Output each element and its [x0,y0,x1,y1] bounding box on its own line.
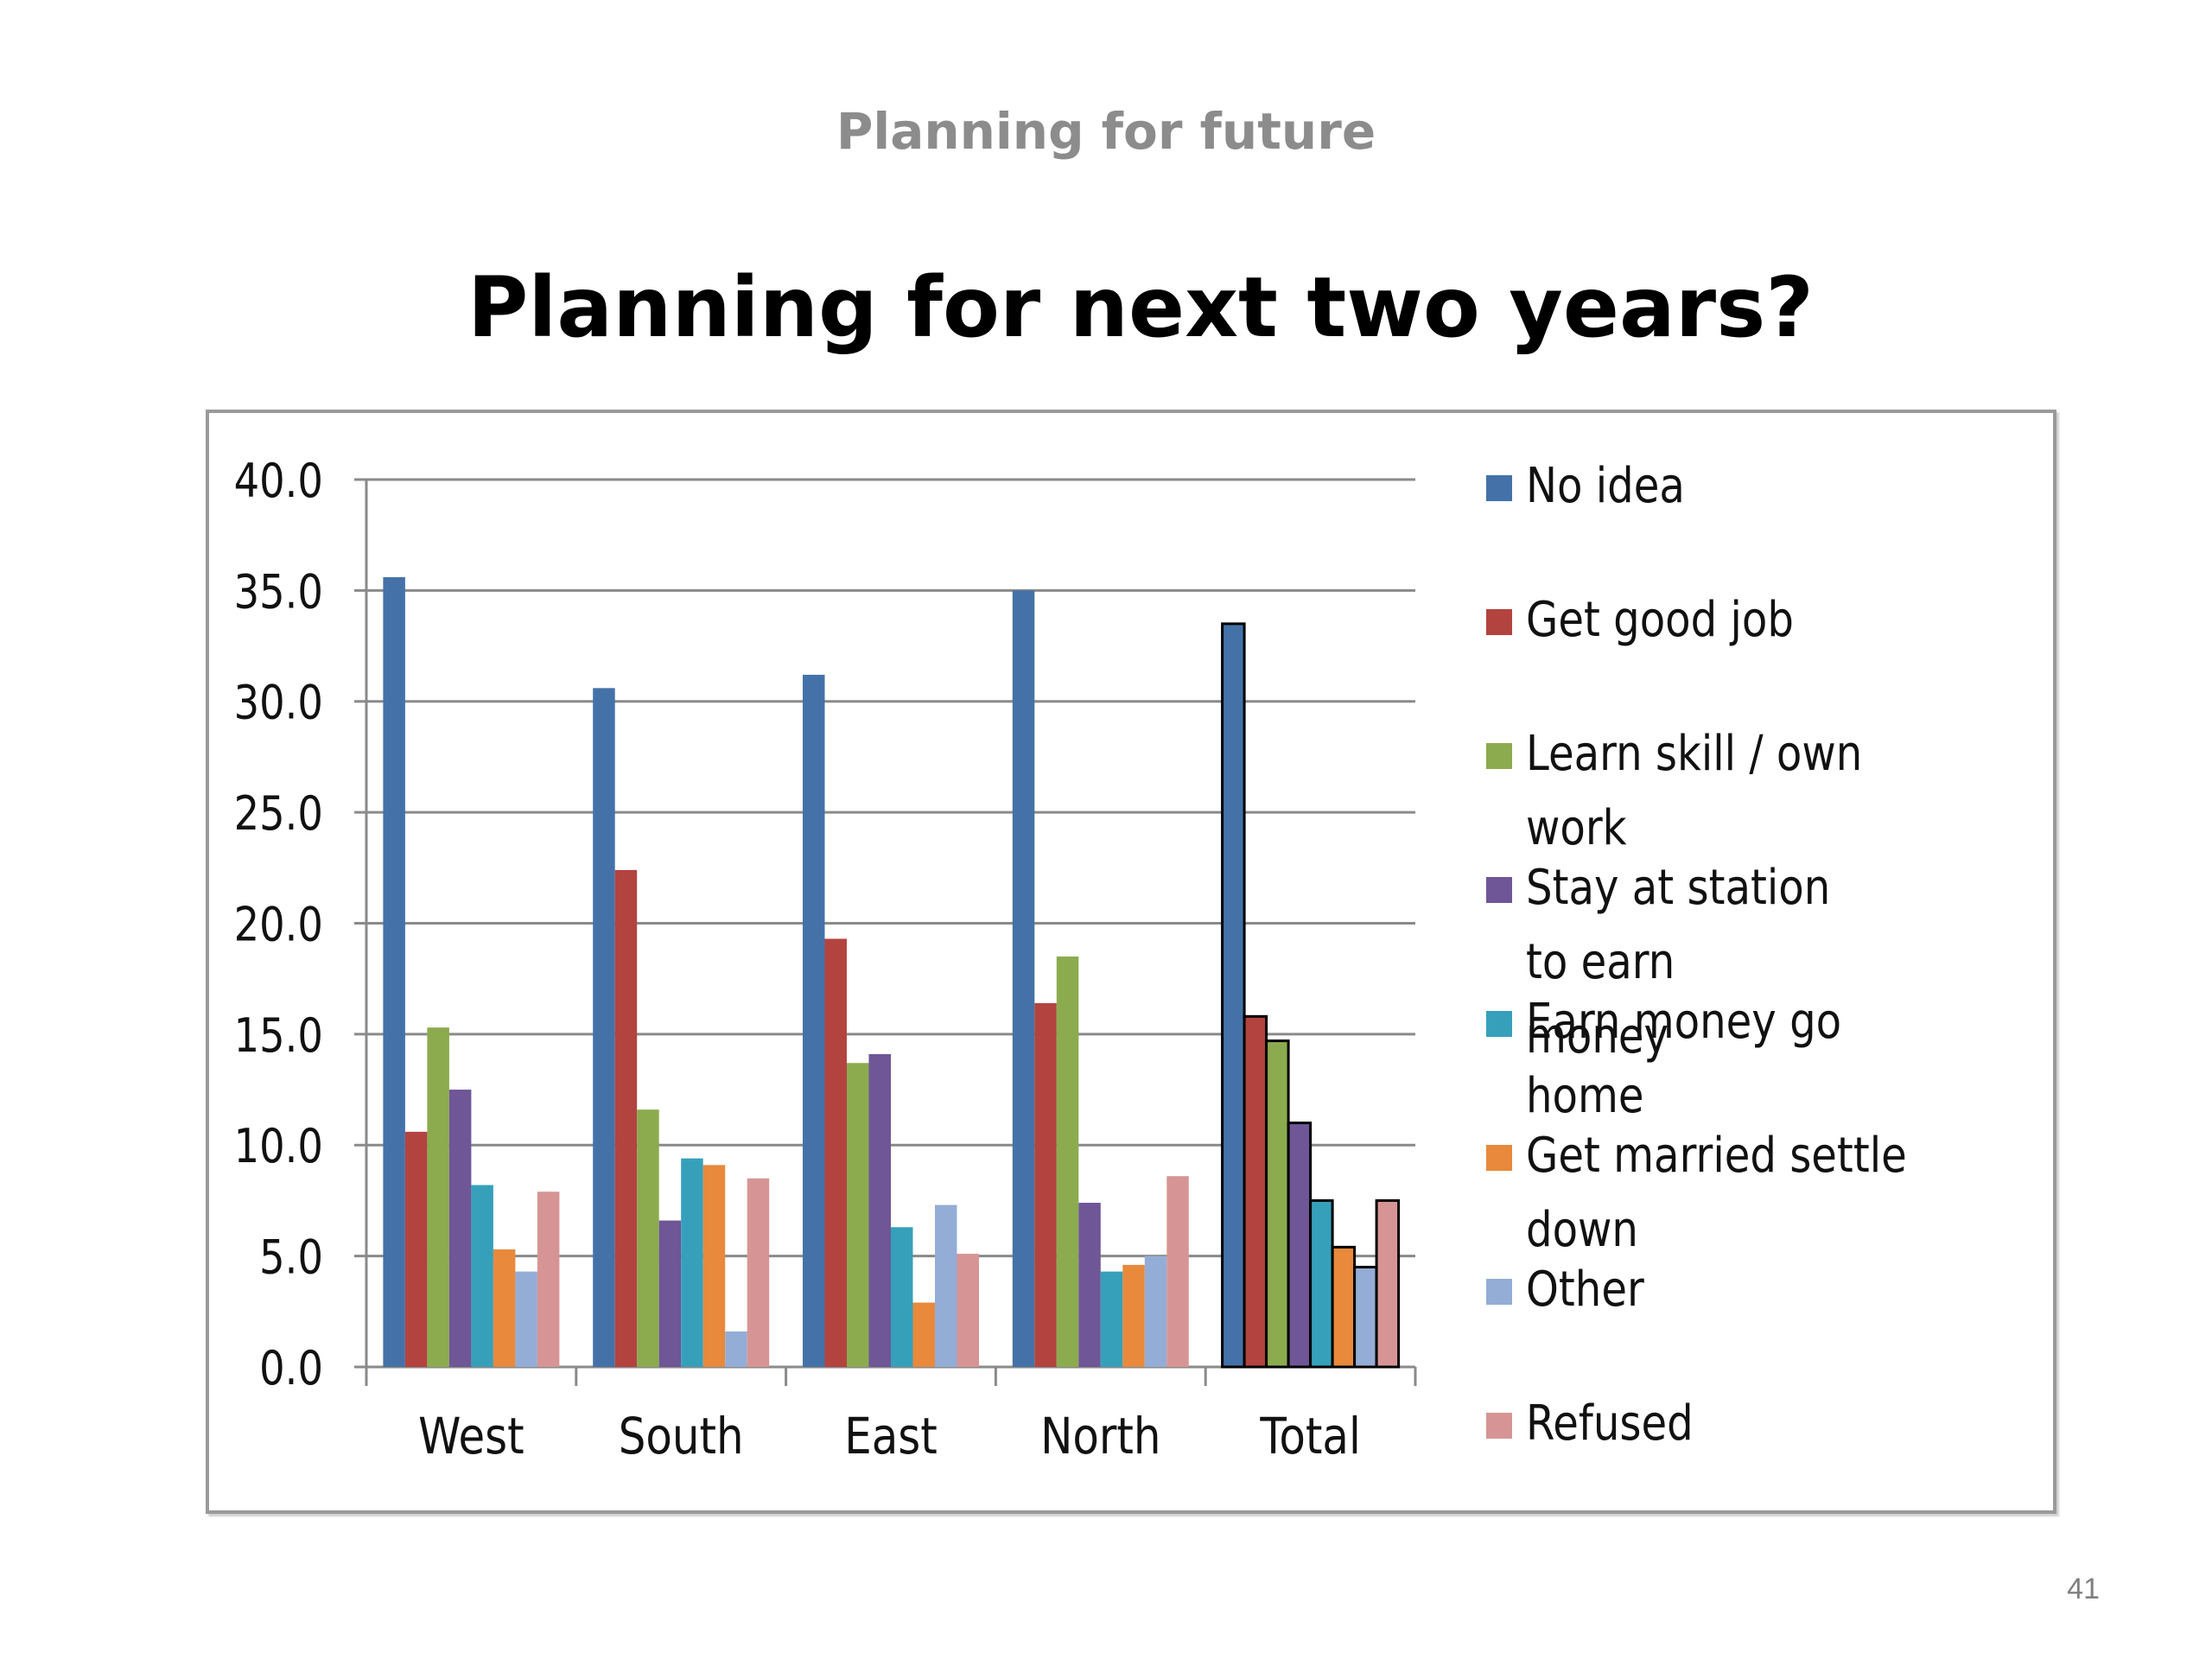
bar-west-get-good-job [404,1131,428,1367]
bar-south-no-idea [593,688,615,1367]
slide-header: Planning for future [836,102,1376,161]
bar-north-stay-at-station-to-earn-money [1078,1203,1101,1367]
bar-north-get-married-settle-down [1122,1264,1145,1367]
bar-west-no-idea [383,576,405,1367]
bar-total-get-good-job [1243,1014,1268,1369]
legend-label: Refused [1526,1395,1694,1452]
bar-west-other [515,1271,537,1367]
bar-east-earn-money-go-home [891,1227,913,1367]
bar-east-stay-at-station-to-earn-money [868,1053,891,1367]
chart-title: Planning for next two years? [467,259,1814,356]
bar-north-earn-money-go-home [1100,1271,1123,1367]
bar-east-other [935,1205,957,1367]
bar-south-refused [747,1178,770,1367]
bar-east-get-good-job [824,938,847,1367]
y-tick-label: 30.0 [234,675,323,729]
bar-west-earn-money-go-home [471,1185,493,1367]
bar-east-refused [957,1254,979,1367]
bar-total-earn-money-go-home [1309,1198,1334,1369]
legend-swatch [1486,1413,1512,1439]
legend-label: Get married settle down [1526,1128,1907,1258]
legend-label: No idea [1526,458,1685,514]
bar-total-learn-skill-own-work [1265,1039,1290,1369]
y-tick-label: 25.0 [234,786,323,841]
legend-label: Get good job [1526,592,1794,648]
y-tick-label: 10.0 [234,1119,323,1173]
bar-west-refused [537,1192,560,1367]
y-tick-label: 0.0 [259,1341,323,1395]
bar-total-stay-at-station-to-earn-money [1287,1122,1313,1369]
y-tick-label: 40.0 [234,454,323,508]
bar-total-get-married-settle-down [1331,1245,1357,1369]
legend-label: Learn skill / own work [1526,726,1863,856]
bar-south-get-married-settle-down [702,1165,726,1367]
bar-south-learn-skill-own-work [637,1109,659,1367]
bar-south-other [725,1331,747,1367]
bar-west-learn-skill-own-work [427,1027,449,1367]
legend-swatch [1486,877,1512,903]
bar-total-refused [1375,1198,1401,1369]
x-tick-label: Total [1259,1407,1360,1465]
x-tick-label: East [844,1407,938,1465]
bar-north-get-good-job [1034,1002,1057,1367]
bar-north-no-idea [1012,590,1035,1367]
x-tick-label: West [418,1407,524,1465]
bar-east-learn-skill-own-work [847,1063,869,1367]
bar-south-stay-at-station-to-earn-money [658,1220,682,1367]
bar-west-stay-at-station-to-earn-money [448,1090,472,1367]
legend-label: Stay at station to earn money [1526,860,1831,1065]
bar-total-no-idea [1221,622,1246,1369]
legend-swatch [1486,1279,1512,1305]
legend-swatch [1486,475,1512,501]
bar-east-get-married-settle-down [912,1302,935,1367]
legend-swatch [1486,743,1512,769]
x-tick-label: South [619,1407,744,1465]
y-tick-label: 35.0 [234,564,323,619]
bar-north-learn-skill-own-work [1056,957,1079,1367]
page-number: 41 [2067,1573,2100,1605]
y-tick-label: 20.0 [234,897,323,951]
x-tick-label: North [1040,1407,1160,1465]
bar-west-get-married-settle-down [493,1249,516,1367]
bar-north-other [1144,1255,1167,1367]
bar-east-no-idea [803,674,825,1367]
legend-swatch [1486,1145,1512,1171]
legend-swatch [1486,609,1512,635]
bar-south-earn-money-go-home [681,1158,703,1367]
bar-south-get-good-job [614,869,638,1367]
y-tick-label: 15.0 [234,1007,323,1062]
legend-label: Other [1526,1262,1644,1318]
y-tick-label: 5.0 [259,1230,323,1284]
bar-total-other [1353,1265,1378,1369]
bar-north-refused [1166,1176,1189,1367]
legend-label: Earn money go home [1526,994,1842,1124]
legend-swatch [1486,1011,1512,1037]
